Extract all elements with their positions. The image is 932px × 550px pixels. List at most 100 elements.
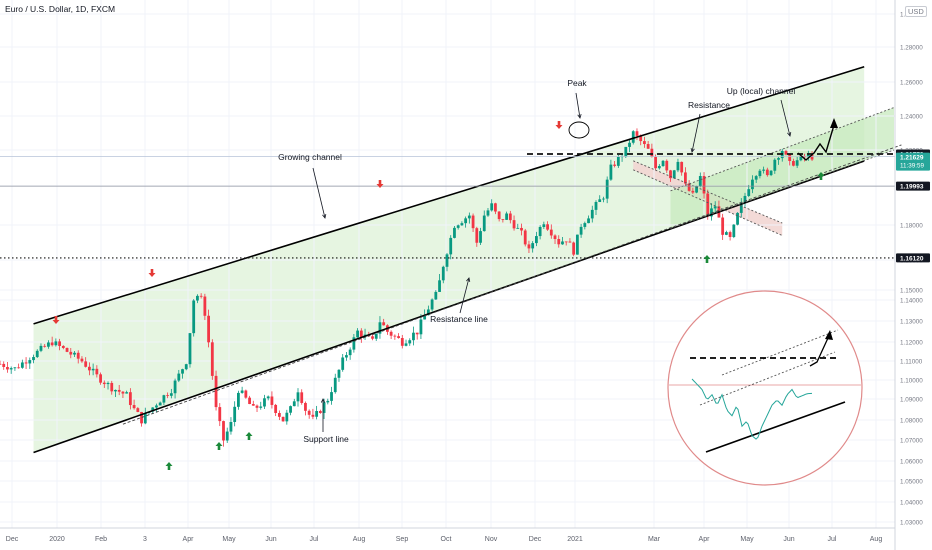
candle-body <box>646 144 650 149</box>
candle-body <box>546 224 549 230</box>
x-tick-label: Aug <box>870 536 883 543</box>
candle-body <box>192 300 196 334</box>
candle-body <box>721 217 725 235</box>
candle-body <box>389 331 393 336</box>
price-tag-value: 1.19993 <box>900 184 924 191</box>
x-tick-label: 2020 <box>49 536 65 543</box>
x-tick-label: Sep <box>396 536 409 543</box>
down-arrow-shape <box>148 269 156 277</box>
inset-circle <box>667 290 863 486</box>
candle-body <box>523 230 527 245</box>
candle-body <box>456 225 460 228</box>
projection-arrowhead <box>830 118 838 128</box>
candle-body <box>639 135 643 142</box>
x-tick-label: May <box>222 536 236 543</box>
currency-badge[interactable]: USD <box>905 6 927 17</box>
candle-body <box>218 407 222 422</box>
candle-body <box>326 400 330 403</box>
annotation-pointer-head <box>466 277 471 283</box>
x-tick-label: Aug <box>353 536 366 543</box>
candle-body <box>266 396 270 399</box>
candle-body <box>140 411 143 424</box>
candle-body <box>337 369 341 378</box>
candle-body <box>203 296 207 316</box>
y-tick-label: 1.05000 <box>900 479 923 486</box>
candle-body <box>654 156 657 169</box>
candle-body <box>222 421 225 441</box>
candle-body <box>575 234 579 255</box>
candle-body <box>270 396 274 405</box>
candle-body <box>110 382 114 392</box>
candle-body <box>557 239 561 245</box>
candle-body <box>762 169 766 171</box>
x-tick-label: Dec <box>6 536 19 543</box>
candle-body <box>553 235 557 240</box>
annotation-label: Resistance line <box>430 314 488 324</box>
candle-body <box>419 319 423 335</box>
peak-marker <box>568 121 590 139</box>
candle-body <box>598 199 602 202</box>
candle-body <box>73 352 76 355</box>
candle-body <box>698 176 702 187</box>
candle-body <box>691 190 695 193</box>
price-tag-box <box>896 253 930 263</box>
x-tick-label: Apr <box>183 536 195 543</box>
up-arrow-icon <box>165 462 173 470</box>
inset-content <box>669 329 861 453</box>
candle-body <box>806 155 810 158</box>
annotation-pointer-head <box>690 148 695 153</box>
candle-body <box>229 421 233 432</box>
y-tick-label: 1.11000 <box>900 359 923 366</box>
price-tag: 1.19993 <box>896 181 930 191</box>
candle-body <box>415 332 419 335</box>
down-arrow-shape <box>555 121 563 129</box>
candle-body <box>121 391 125 394</box>
x-tick-label: May <box>740 536 754 543</box>
candle-body <box>505 213 508 220</box>
annotation-label: Up (local) channel <box>727 86 796 96</box>
inset-price-line <box>691 378 813 440</box>
candle-body <box>747 189 751 196</box>
candle-body <box>680 161 684 173</box>
candle-body <box>244 390 248 398</box>
candle-body <box>568 241 572 243</box>
candle-body <box>315 411 319 417</box>
candle-body <box>207 315 210 343</box>
candle-body <box>758 170 762 177</box>
candle-body <box>434 291 438 300</box>
candle-body <box>400 338 404 346</box>
candle-body <box>732 224 736 237</box>
price-tag-countdown: 11:39:59 <box>900 163 925 170</box>
candle-body <box>132 405 136 409</box>
candle-body <box>240 390 244 393</box>
candle-body <box>13 367 17 369</box>
candle-body <box>311 414 315 417</box>
candle-body <box>810 155 814 160</box>
candle-body <box>497 211 501 220</box>
candle-body <box>32 357 35 361</box>
candle-body <box>549 229 553 236</box>
candle-body <box>408 340 412 344</box>
candle-body <box>58 341 61 346</box>
candle-body <box>449 237 453 255</box>
y-tick-label: 1.08000 <box>900 418 923 425</box>
chart-title: Euro / U.S. Dollar, 1D, FXCM <box>5 4 116 14</box>
price-tag-value: 1.21629 <box>900 155 924 162</box>
candle-body <box>210 342 214 376</box>
x-tick-label: Jul <box>310 536 319 543</box>
inset-projection-path <box>809 337 829 367</box>
annotation-label: Peak <box>567 78 587 88</box>
y-tick-label: 1.09000 <box>900 397 923 404</box>
candle-body <box>665 160 669 171</box>
candle-body <box>274 404 278 413</box>
candle-body <box>676 161 680 171</box>
candle-body <box>43 345 47 347</box>
candle-body <box>304 402 307 411</box>
candle-body <box>754 176 758 180</box>
candle-body <box>99 374 102 383</box>
candle-body <box>494 203 497 212</box>
candle-body <box>136 408 140 412</box>
annotation-label: Growing channel <box>278 152 342 162</box>
y-tick-label: 1.26000 <box>900 80 923 87</box>
